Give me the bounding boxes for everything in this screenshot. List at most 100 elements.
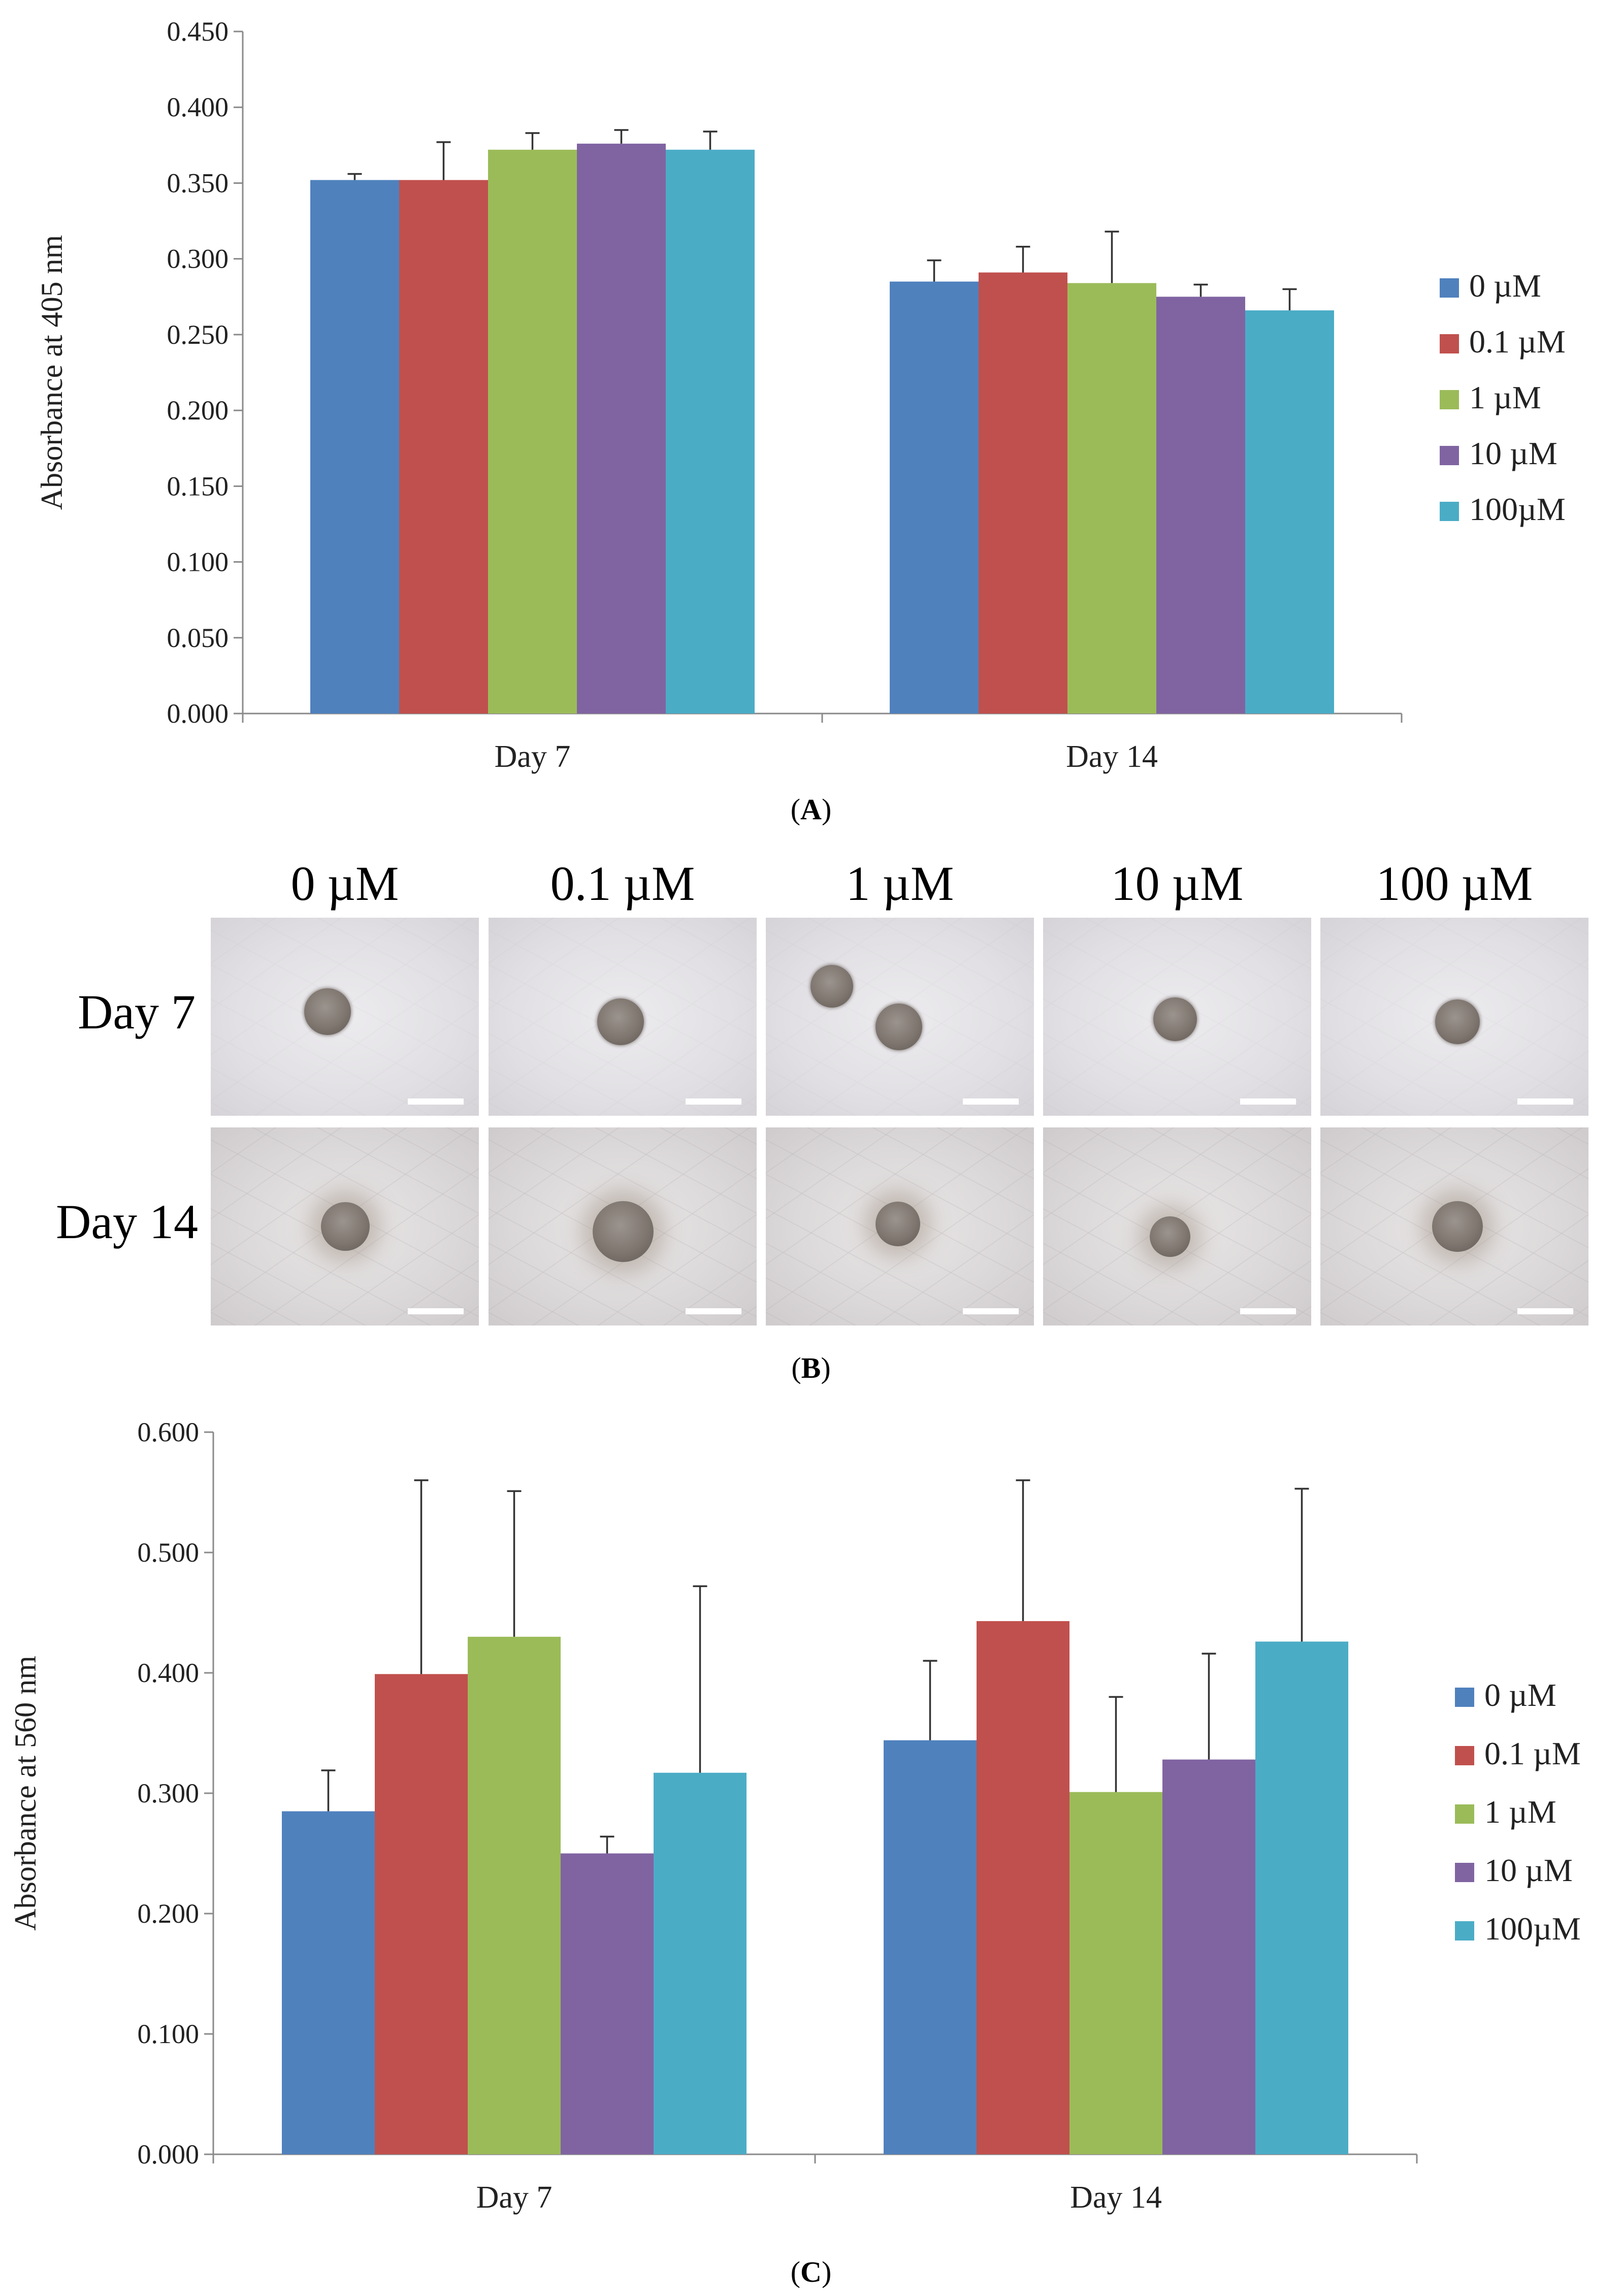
micrograph-column-label: 100 µM: [1376, 856, 1533, 911]
micrograph-column-label: 1 µM: [846, 856, 954, 911]
legend-label: 10 µM: [1469, 435, 1558, 471]
scale-bar: [686, 1308, 741, 1314]
bar: [1255, 1641, 1348, 2154]
y-axis-label: Absorbance at 560 nm: [9, 1656, 42, 1931]
y-tick-label: 0.300: [167, 244, 229, 274]
micrograph-image: [211, 918, 479, 1116]
legend-swatch: [1440, 390, 1459, 409]
bar: [1067, 283, 1156, 714]
x-category-label: Day 7: [495, 739, 571, 774]
chart-a: 0.000 0.050 0.100 0.150 0.200 0.250 0.300 0.350…: [35, 16, 1566, 774]
spheroid: [875, 1202, 920, 1246]
y-tick-label: 0.000: [167, 698, 229, 729]
y-tick-label: 0.100: [138, 2019, 200, 2049]
legend-label: 1 µM: [1484, 1794, 1556, 1830]
bar: [884, 1740, 977, 2154]
bar: [282, 1811, 375, 2154]
legend-label: 0.1 µM: [1484, 1735, 1581, 1771]
spheroid: [1153, 997, 1197, 1041]
scale-bar: [686, 1098, 741, 1105]
y-tick-label: 0.250: [167, 319, 229, 350]
x-category-label: Day 14: [1066, 739, 1158, 774]
scale-bar: [1517, 1098, 1573, 1105]
bar: [666, 149, 755, 714]
y-tick-label: 0.350: [167, 168, 229, 198]
micrograph-column-label: 0 µM: [290, 856, 399, 911]
spheroid: [810, 965, 853, 1008]
spheroid: [875, 1004, 922, 1050]
micrograph-column-label: 10 µM: [1111, 856, 1244, 911]
legend-label: 10 µM: [1484, 1852, 1573, 1888]
y-axis-label: Absorbance at 405 nm: [35, 235, 69, 510]
spheroid: [321, 1202, 370, 1251]
y-tick-label: 0.300: [138, 1778, 200, 1808]
spheroid: [304, 988, 351, 1035]
micrograph-image: [1320, 918, 1588, 1116]
legend-swatch: [1455, 1921, 1474, 1941]
y-tick-label: 0.450: [167, 16, 229, 47]
y-tick-label: 0.150: [167, 471, 229, 501]
legend-swatch: [1440, 334, 1459, 353]
bar: [1245, 310, 1334, 714]
bar: [979, 272, 1067, 714]
micrograph-image: [489, 1127, 757, 1325]
scale-bar: [1240, 1308, 1296, 1314]
bar: [468, 1636, 561, 2154]
y-tick-label: 0.100: [167, 547, 229, 577]
scale-bar: [408, 1308, 464, 1314]
y-tick-label: 0.600: [138, 1417, 200, 1447]
micrograph-row-label: Day 7: [78, 985, 196, 1039]
spheroid: [1432, 1201, 1483, 1252]
y-tick-label: 0.000: [138, 2139, 200, 2170]
micrograph-grid: 0 µM 0.1 µM 1 µM 10 µM 100 µM Day 7 Day 14: [0, 853, 1622, 1341]
y-tick-label: 0.200: [138, 1898, 200, 1929]
bar: [488, 149, 577, 714]
spheroid: [1150, 1216, 1190, 1257]
bar: [577, 143, 666, 714]
y-tick-label: 0.400: [167, 92, 229, 122]
legend-swatch: [1455, 1863, 1474, 1882]
chart-c: 0.000 0.100 0.200 0.300 0.400 0.500 0.600 Absor…: [9, 1417, 1581, 2215]
bar: [561, 1853, 654, 2154]
y-tick-label: 0.050: [167, 623, 229, 653]
scale-bar: [963, 1308, 1019, 1314]
y-tick-label: 0.400: [138, 1658, 200, 1688]
bar: [310, 180, 399, 714]
legend-label: 0 µM: [1484, 1677, 1556, 1713]
legend-swatch: [1455, 1804, 1474, 1824]
y-tick-label: 0.500: [138, 1537, 200, 1568]
legend-label: 100µM: [1469, 491, 1566, 527]
bar: [890, 281, 979, 714]
y-tick-label: 0.200: [167, 395, 229, 426]
micrograph-image: [1320, 1127, 1588, 1325]
scale-bar: [963, 1098, 1019, 1105]
legend-label: 100µM: [1484, 1911, 1581, 1947]
scale-bar: [1517, 1308, 1573, 1314]
spheroid: [1435, 999, 1480, 1044]
panel-label-b: (B): [791, 1351, 831, 1384]
spheroid: [597, 998, 644, 1045]
micrograph-image: [766, 918, 1034, 1116]
micrograph-image: [1043, 1127, 1311, 1325]
scale-bar: [408, 1098, 464, 1105]
legend-label: 0 µM: [1469, 268, 1541, 304]
x-category-label: Day 7: [476, 2180, 553, 2215]
legend-swatch: [1440, 278, 1459, 298]
panel-label-a: (A): [790, 793, 832, 826]
bar: [654, 1772, 747, 2154]
micrograph-image: [211, 1127, 479, 1325]
bar: [977, 1621, 1069, 2154]
legend-swatch: [1455, 1688, 1474, 1707]
micrograph-image: [766, 1127, 1034, 1325]
x-category-label: Day 14: [1070, 2180, 1162, 2215]
bar: [1069, 1792, 1162, 2154]
spheroid: [593, 1201, 654, 1262]
bar: [399, 180, 488, 714]
panel-label-c: (C): [790, 2255, 832, 2288]
bar: [375, 1674, 468, 2154]
legend-swatch: [1455, 1746, 1474, 1765]
legend-swatch: [1440, 502, 1459, 521]
bar: [1162, 1759, 1255, 2154]
scale-bar: [1240, 1098, 1296, 1105]
legend-swatch: [1440, 446, 1459, 465]
